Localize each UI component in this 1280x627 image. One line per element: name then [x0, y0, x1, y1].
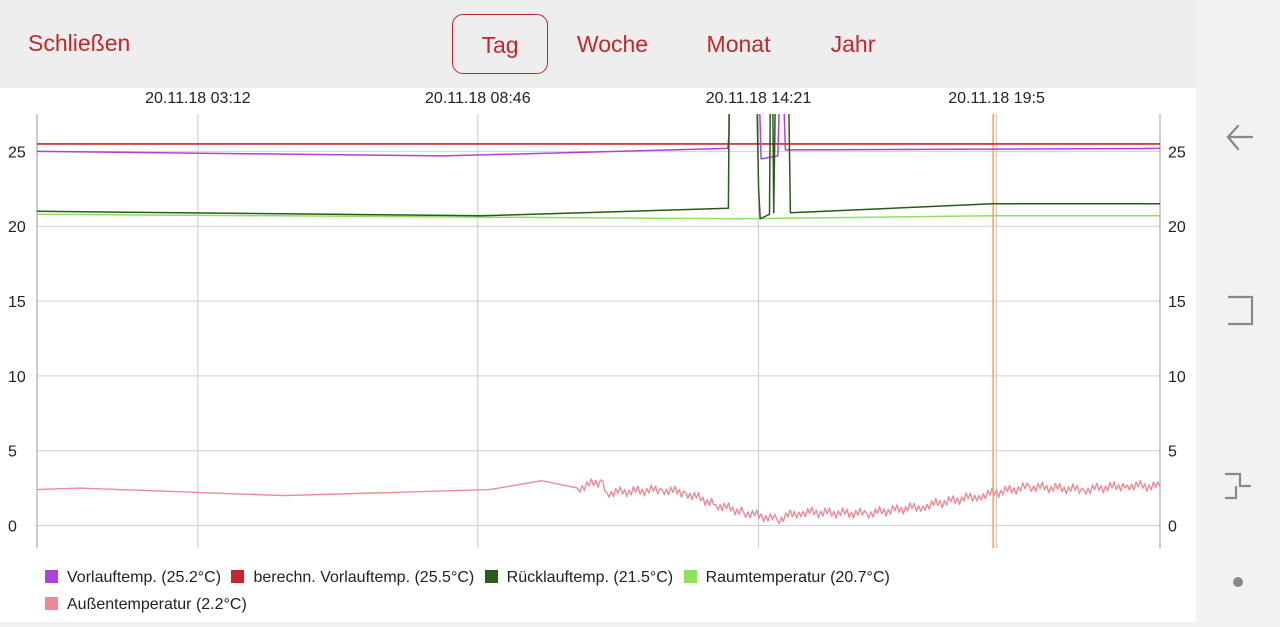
legend-row-2: Außentemperatur (2.2°C)	[45, 596, 253, 614]
legend-swatch	[45, 597, 58, 610]
legend-item-vorlauftemp: Vorlauftemp. (25.2°C)	[45, 569, 221, 587]
legend-item-raumtemperatur: Raumtemperatur (20.7°C)	[683, 569, 890, 587]
y-tick-label-right: 10	[1168, 369, 1186, 386]
y-tick-label-left: 10	[8, 369, 26, 386]
overview-icon[interactable]	[1224, 472, 1252, 500]
x-tick-label: 20.11.18 03:12	[145, 90, 251, 107]
legend-swatch	[484, 570, 498, 583]
y-tick-label-left: 25	[8, 144, 26, 161]
y-tick-label-right: 5	[1168, 444, 1177, 461]
legend-swatch	[231, 570, 245, 583]
y-tick-label-left: 0	[8, 519, 17, 536]
series-line-3	[37, 213, 1160, 220]
temperature-chart: 0 0 5 5 10 10 15 15 20 20 25 25 20.11.18 03:12 20.11.…	[8, 90, 1186, 548]
x-tick-label: 20.11.18 19:5	[948, 90, 1045, 107]
series-line-2	[37, 114, 1160, 220]
system-nav-bar	[1196, 0, 1280, 622]
tab-monat[interactable]: Monat	[706, 31, 771, 57]
tab-tag[interactable]: Tag	[452, 14, 548, 74]
recent-apps-icon[interactable]	[1228, 295, 1254, 326]
y-tick-label-left: 15	[8, 294, 26, 311]
y-tick-label-right: 15	[1168, 294, 1186, 311]
x-tick-label: 20.11.18 08:46	[425, 90, 531, 107]
close-button[interactable]: Schließen	[28, 30, 131, 56]
y-tick-label-right: 0	[1168, 519, 1177, 536]
legend-item-ruecklauftemp: Rücklauftemp. (21.5°C)	[484, 569, 674, 587]
home-dot-icon[interactable]	[1233, 577, 1243, 587]
legend: Vorlauftemp. (25.2°C) berechn. Vorlaufte…	[45, 569, 896, 587]
series-line-4	[37, 478, 1160, 525]
legend-item-aussentemperatur: Außentemperatur (2.2°C)	[45, 596, 247, 614]
x-tick-label: 20.11.18 14:21	[706, 90, 812, 107]
y-tick-label-right: 20	[1168, 219, 1186, 236]
legend-label: Vorlauftemp. (25.2°C)	[67, 569, 222, 586]
legend-label: Außentemperatur (2.2°C)	[67, 596, 247, 613]
top-bar: Schließen Tag Woche Monat Jahr	[0, 0, 1196, 88]
y-tick-label-left: 5	[8, 444, 17, 461]
legend-label: Rücklauftemp. (21.5°C)	[506, 569, 674, 586]
chart-area: 0 0 5 5 10 10 15 15 20 20 25 25 20.11.18 03:12 20.11.…	[0, 88, 1196, 622]
y-tick-label-right: 25	[1168, 144, 1186, 161]
tab-woche[interactable]: Woche	[576, 31, 649, 57]
legend-label: berechn. Vorlauftemp. (25.5°C)	[253, 569, 475, 586]
legend-item-berechn-vorlauftemp: berechn. Vorlauftemp. (25.5°C)	[231, 569, 474, 587]
legend-label: Raumtemperatur (20.7°C)	[705, 569, 890, 586]
series-line-0	[37, 114, 1160, 160]
legend-swatch	[45, 570, 58, 583]
tab-jahr[interactable]: Jahr	[830, 31, 876, 57]
legend-swatch	[683, 570, 697, 583]
back-icon[interactable]	[1226, 124, 1254, 151]
y-tick-label-left: 20	[8, 219, 26, 236]
